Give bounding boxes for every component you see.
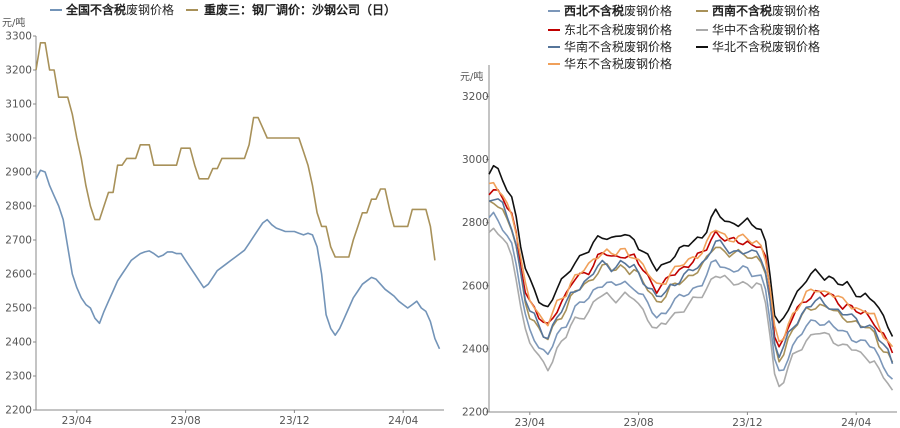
- y-tick-label: 2900: [5, 167, 32, 179]
- legend-label: 华东不含税废钢价格: [564, 56, 672, 71]
- series-line: [488, 227, 894, 391]
- legend-label: 西北不含税废钢价格: [564, 3, 672, 18]
- x-tick-label: 23/08: [170, 415, 200, 427]
- y-tick-label: 2800: [5, 201, 32, 213]
- x-tick-label: 23/12: [732, 417, 762, 428]
- y-tick-label: 2400: [462, 343, 489, 355]
- left-chart: 2200 2300 2400 2500 2600 2700 2800 2900 3000 3100…: [2, 2, 444, 427]
- y-tick-label: 2800: [462, 217, 489, 229]
- legend-label: 全国不含税废钢价格: [65, 2, 174, 17]
- right-chart: 2200 2400 2600 2800 3000 3200 23/04 23/08 23/12 2…: [460, 3, 897, 428]
- legend-label: 西南不含税废钢价格: [712, 3, 820, 18]
- y-axis-unit-label: 元/吨: [2, 16, 25, 29]
- x-tick-label: 24/04: [841, 417, 872, 428]
- x-tick-label: 23/08: [623, 417, 653, 428]
- legend-label: 华北不含税废钢价格: [712, 39, 820, 54]
- y-tick-label: 2700: [5, 235, 32, 247]
- y-tick-label: 2400: [5, 337, 32, 349]
- series-line: [488, 189, 894, 354]
- x-tick-label: 23/04: [515, 417, 546, 428]
- y-tick-label: 2600: [5, 269, 32, 281]
- legend-label: 东北不含税废钢价格: [564, 22, 672, 37]
- y-axis-unit-label: 元/吨: [460, 70, 483, 83]
- series-line: [488, 211, 894, 380]
- series-line: [35, 169, 441, 350]
- y-tick-label: 3100: [5, 99, 32, 111]
- y-tick-label: 3300: [5, 31, 32, 43]
- series-line: [35, 42, 436, 261]
- legend-label: 华南不含税废钢价格: [564, 39, 672, 54]
- y-tick-label: 2600: [462, 280, 489, 292]
- y-tick-label: 2300: [5, 371, 32, 383]
- y-tick-label: 3000: [5, 133, 32, 145]
- series-line: [488, 181, 894, 348]
- series-line: [488, 198, 894, 364]
- series-line: [488, 200, 894, 363]
- y-tick-label: 3200: [5, 65, 32, 77]
- y-tick-label: 2500: [5, 303, 32, 315]
- legend-label: 重废三：钢厂调价：沙钢公司（日）: [204, 2, 396, 17]
- x-tick-label: 23/12: [279, 415, 309, 427]
- y-tick-label: 2200: [462, 407, 489, 419]
- y-tick-label: 3000: [462, 154, 489, 166]
- series-line: [488, 164, 894, 337]
- x-tick-label: 23/04: [62, 415, 93, 427]
- x-tick-label: 24/04: [388, 415, 419, 427]
- y-tick-label: 3200: [462, 91, 489, 103]
- legend-label: 华中不含税废钢价格: [712, 22, 820, 37]
- y-tick-label: 2200: [5, 405, 32, 417]
